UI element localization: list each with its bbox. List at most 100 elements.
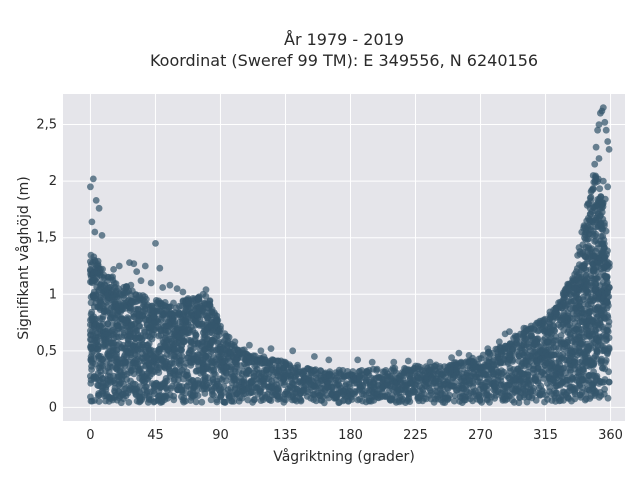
- y-tick-label: 0: [49, 400, 57, 415]
- scatter-point: [604, 183, 612, 191]
- scatter-point: [201, 299, 208, 307]
- scatter-point: [272, 357, 280, 365]
- scatter-point: [165, 303, 173, 311]
- scatter-point: [453, 365, 460, 372]
- scatter-point: [601, 222, 608, 230]
- scatter-point: [593, 348, 601, 355]
- scatter-point: [600, 252, 608, 259]
- chart-title-line1: År 1979 - 2019: [284, 30, 404, 49]
- scatter-point: [194, 351, 202, 359]
- scatter-point: [580, 367, 587, 375]
- scatter-point: [282, 396, 290, 404]
- scatter-point: [348, 396, 356, 403]
- scatter-point: [604, 288, 612, 296]
- scatter-point: [605, 318, 613, 326]
- scatter-point: [564, 338, 572, 346]
- scatter-point: [596, 336, 604, 344]
- scatter-point: [601, 385, 608, 393]
- scatter-point: [448, 354, 455, 361]
- scatter-point: [147, 279, 155, 287]
- scatter-point: [257, 347, 265, 355]
- scatter-point: [534, 335, 542, 343]
- scatter-point: [373, 366, 380, 374]
- scatter-point: [591, 160, 599, 168]
- scatter-point: [203, 381, 211, 388]
- scatter-point: [572, 285, 580, 292]
- scatter-point: [136, 322, 144, 330]
- scatter-point: [446, 391, 453, 399]
- scatter-point: [274, 384, 282, 392]
- scatter-point: [166, 281, 174, 289]
- scatter-point: [127, 281, 135, 289]
- scatter-point: [87, 380, 95, 387]
- scatter-point: [332, 374, 340, 382]
- scatter-point: [210, 391, 218, 399]
- scatter-point: [388, 372, 395, 380]
- scatter-point: [179, 288, 187, 296]
- y-tick-label: 2,5: [36, 118, 57, 133]
- scatter-point: [552, 307, 560, 315]
- scatter-point: [602, 126, 610, 134]
- x-tick-label: 0: [86, 428, 94, 443]
- scatter-point: [585, 200, 593, 208]
- scatter-point: [267, 345, 275, 352]
- scatter-point: [495, 338, 503, 346]
- scatter-point: [171, 317, 179, 325]
- scatter-point: [196, 316, 204, 324]
- scatter-point: [110, 266, 117, 273]
- scatter-point: [584, 377, 592, 384]
- scatter-point: [184, 318, 192, 326]
- scatter-point: [513, 336, 520, 343]
- scatter-point: [108, 314, 116, 322]
- scatter-point: [527, 381, 534, 389]
- scatter-point: [95, 398, 103, 405]
- scatter-point: [523, 398, 531, 406]
- scatter-point: [560, 299, 568, 307]
- scatter-point: [182, 372, 190, 380]
- scatter-point: [592, 373, 599, 380]
- scatter-point: [204, 374, 212, 381]
- scatter-point: [125, 398, 133, 406]
- scatter-point: [465, 352, 473, 359]
- scatter-point: [578, 262, 586, 270]
- scatter-point: [604, 302, 612, 309]
- scatter-point: [527, 322, 535, 330]
- scatter-point: [99, 265, 106, 273]
- scatter-point: [605, 378, 613, 386]
- x-axis-ticks: 0 45 90 135 180 225 270 315 360: [86, 428, 623, 443]
- scatter-point: [599, 104, 607, 111]
- scatter-point: [484, 345, 492, 352]
- scatter-point: [115, 262, 123, 270]
- scatter-point: [590, 361, 597, 369]
- scatter-point: [297, 397, 305, 405]
- scatter-point: [486, 398, 493, 406]
- scatter-point: [532, 397, 540, 404]
- scatter-point: [603, 273, 611, 281]
- y-axis-title: Signifikant våghöjd (m): [15, 176, 32, 339]
- scatter-point: [289, 347, 297, 355]
- scatter-point: [584, 223, 591, 230]
- scatter-point: [192, 398, 200, 406]
- scatter-point: [508, 352, 516, 360]
- scatter-point: [524, 371, 532, 379]
- scatter-point: [596, 185, 604, 193]
- scatter-point: [320, 399, 328, 407]
- scatter-point: [589, 172, 597, 179]
- scatter-point: [506, 328, 513, 335]
- scatter-point: [601, 244, 608, 252]
- scatter-point: [575, 273, 583, 281]
- scatter-point: [491, 394, 499, 402]
- x-tick-label: 45: [147, 428, 164, 443]
- scatter-point: [529, 387, 537, 395]
- scatter-point: [592, 143, 600, 151]
- scatter-point: [148, 335, 156, 343]
- scatter-point: [155, 369, 163, 376]
- y-tick-label: 1,5: [36, 231, 57, 246]
- scatter-point: [101, 342, 109, 350]
- scatter-point: [143, 295, 150, 303]
- scatter-point: [604, 326, 611, 334]
- scatter-point: [93, 337, 101, 344]
- x-tick-label: 90: [212, 428, 229, 443]
- x-tick-label: 315: [533, 428, 558, 443]
- scatter-point: [87, 183, 94, 191]
